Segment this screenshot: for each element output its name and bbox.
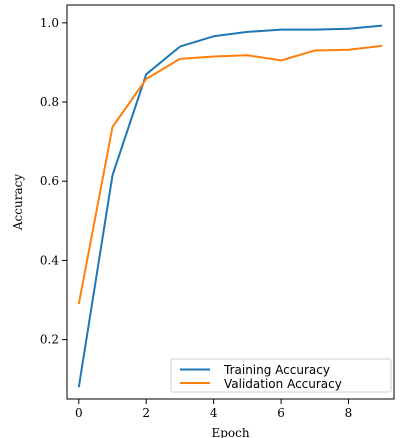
x-tick-label: 8	[345, 406, 353, 420]
y-tick-label: 0.8	[40, 95, 59, 109]
series-lines	[77, 24, 383, 388]
legend: Training Accuracy Validation Accuracy	[170, 358, 392, 393]
y-axis-ticks: 0.2 0.4 0.6 0.8 1.0	[40, 16, 67, 347]
x-tick-label: 2	[142, 406, 150, 420]
legend-label-validation: Validation Accuracy	[224, 377, 342, 391]
x-tick-label: 0	[75, 406, 83, 420]
y-tick-label: 0.6	[40, 174, 59, 188]
plot-frame	[66, 4, 395, 400]
y-tick-label: 0.4	[40, 253, 59, 267]
y-axis-label: Accuracy	[11, 174, 25, 231]
x-axis-ticks: 0 2 4 6 8	[75, 399, 352, 420]
x-axis-label: Epoch	[211, 426, 249, 438]
y-tick-label: 0.2	[40, 333, 59, 347]
y-tick-label: 1.0	[40, 16, 59, 30]
x-tick-label: 4	[210, 406, 218, 420]
legend-label-training: Training Accuracy	[223, 363, 330, 377]
validation-accuracy-line	[77, 44, 383, 305]
legend-box	[170, 358, 392, 393]
x-tick-label: 6	[277, 406, 285, 420]
training-accuracy-line	[77, 24, 383, 388]
